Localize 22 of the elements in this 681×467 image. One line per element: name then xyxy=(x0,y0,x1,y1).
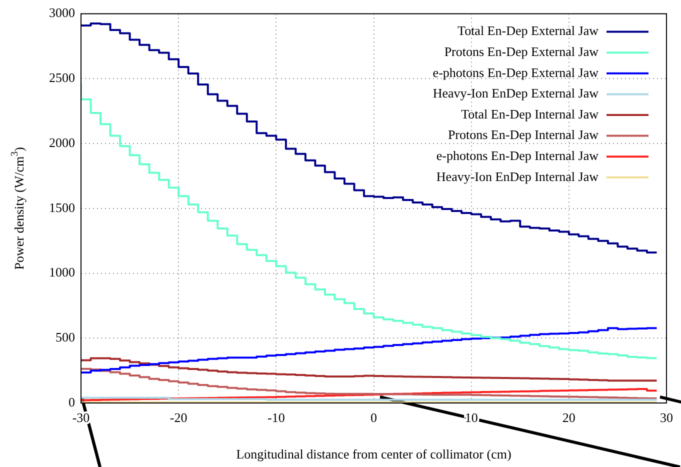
legend-label: Total En-Dep Internal Jaw xyxy=(461,106,600,122)
y-axis-title: Power density (W/cm3) xyxy=(10,147,26,270)
x-tick-label: 0 xyxy=(370,410,377,426)
legend-label: Total En-Dep External Jaw xyxy=(458,23,600,38)
y-tick-label: 1500 xyxy=(49,200,75,215)
y-tick-label: 3000 xyxy=(49,5,75,20)
legend-label: Heavy-Ion EnDep External Jaw xyxy=(432,86,600,101)
x-tick-label: -10 xyxy=(267,410,285,426)
x-axis-title: Longitudinal distance from center of collimator (cm) xyxy=(236,446,512,462)
legend-label: e-photons En-Dep Internal Jaw xyxy=(436,148,600,164)
y-tick-label: 500 xyxy=(56,330,75,345)
y-tick-label: 0 xyxy=(68,394,75,410)
x-tick-label: 20 xyxy=(562,410,576,426)
legend-label: e-photons En-Dep External Jaw xyxy=(432,64,600,80)
y-tick-label: 2000 xyxy=(49,134,75,150)
x-tick-label: -20 xyxy=(170,410,188,426)
legend-label: Heavy-Ion EnDep Internal Jaw xyxy=(436,168,600,184)
y-tick-label: 2500 xyxy=(49,70,75,86)
legend-label: Protons En-Dep External Jaw xyxy=(444,44,600,60)
x-tick-label: 30 xyxy=(660,410,673,426)
legend-label: Protons En-Dep Internal Jaw xyxy=(448,127,600,142)
y-tick-label: 1000 xyxy=(49,264,75,280)
